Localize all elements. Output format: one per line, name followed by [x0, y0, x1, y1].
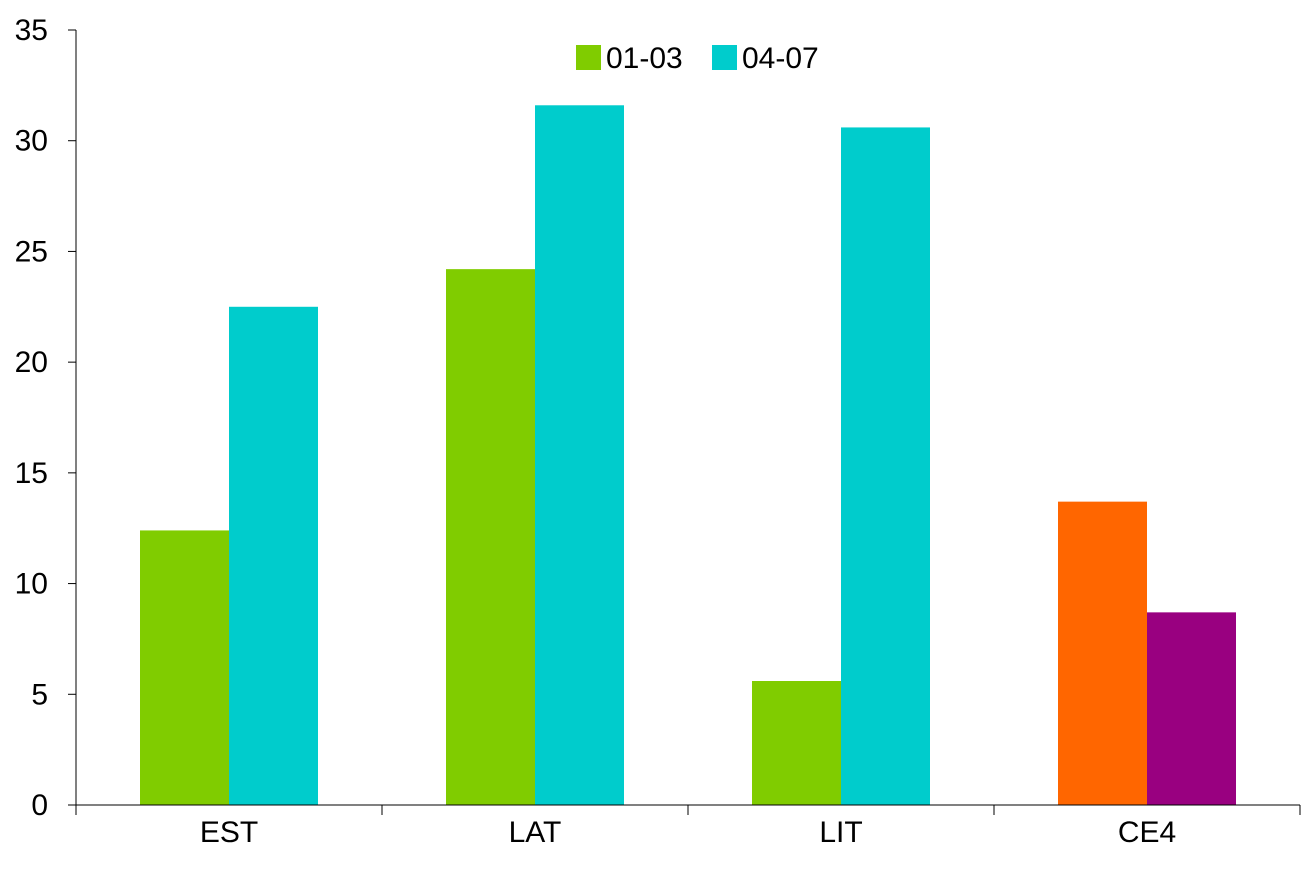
- bar-ce4-01-03: [1058, 501, 1147, 805]
- bars-group: [140, 105, 1236, 806]
- y-tick-label: 5: [31, 678, 48, 711]
- bar-lit-01-03: [752, 681, 841, 805]
- x-category-label: EST: [200, 816, 258, 849]
- y-tick-label: 15: [15, 457, 48, 490]
- bar-ce4-04-07: [1147, 612, 1236, 805]
- legend-swatch-01-03: [576, 45, 601, 70]
- y-tick-label: 30: [15, 125, 48, 158]
- bar-est-01-03: [140, 530, 229, 805]
- bar-lat-01-03: [446, 269, 535, 806]
- y-tick-label: 25: [15, 235, 48, 268]
- x-category-label: CE4: [1118, 816, 1176, 849]
- bar-lit-04-07: [841, 127, 930, 805]
- y-tick-label: 10: [15, 568, 48, 601]
- bar-lat-04-07: [535, 105, 624, 806]
- legend-label-04-07: 04-07: [742, 42, 819, 75]
- bar-est-04-07: [229, 306, 318, 805]
- axes-group: 0 5 10 15 20 25 30 35 EST LAT LIT CE4: [15, 14, 1301, 849]
- x-category-label: LIT: [819, 816, 862, 849]
- y-tick-label: 35: [15, 14, 48, 47]
- x-category-label: LAT: [509, 816, 562, 849]
- legend-swatch-04-07: [712, 45, 737, 70]
- y-tick-label: 20: [15, 346, 48, 379]
- legend: 01-03 04-07: [576, 42, 819, 75]
- legend-label-01-03: 01-03: [606, 42, 683, 75]
- y-tick-label: 0: [31, 789, 48, 822]
